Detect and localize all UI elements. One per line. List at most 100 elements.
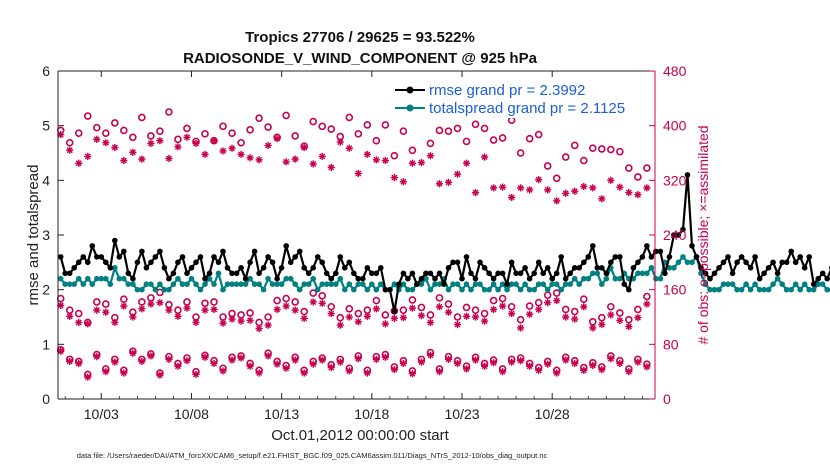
rmse-point [278, 265, 285, 271]
obs-assimilated-point [598, 366, 606, 374]
spread-point [752, 281, 758, 288]
rmse-point [337, 254, 344, 260]
spread-point [112, 265, 118, 271]
rmse-point [450, 259, 456, 266]
spread-point [328, 281, 335, 288]
obs-assimilated-point [201, 150, 209, 158]
x-tick-label: 10/08 [174, 406, 209, 422]
footnote: data file: /Users/raeder/DAI/ATM_forcXX/… [77, 451, 548, 460]
spread-point [175, 275, 181, 282]
obs-assimilated-point [535, 305, 543, 314]
spread-point [197, 286, 204, 293]
obs-assimilated-point [517, 184, 525, 192]
spread-point [121, 275, 127, 282]
obs-possible-point [507, 302, 516, 311]
obs-assimilated-point [165, 306, 173, 314]
obs-possible-point [300, 307, 308, 316]
spread-point [287, 275, 294, 282]
rmse-point [80, 254, 87, 260]
rmse-point [567, 270, 573, 277]
spread-point [644, 270, 650, 277]
obs-possible-point [390, 151, 399, 160]
rmse-point [562, 275, 569, 282]
rmse-point [179, 254, 186, 260]
rmse-point [770, 259, 776, 266]
obs-assimilated-point [553, 369, 561, 377]
spread-point [612, 275, 619, 282]
y2-tick-label: 80 [663, 336, 679, 352]
spread-point [770, 281, 776, 288]
obs-possible-point [453, 313, 462, 321]
legend-box [390, 78, 652, 118]
obs-possible-point [471, 120, 480, 129]
obs-assimilated-point [75, 318, 83, 327]
obs-assimilated-point [219, 367, 227, 375]
obs-possible-point [616, 309, 624, 317]
y2-tick-label: 240 [663, 227, 687, 243]
spread-point [535, 281, 542, 288]
spread-point [66, 281, 73, 288]
rmse-point [364, 265, 371, 271]
obs-assimilated-point [183, 133, 191, 141]
rmse-point [85, 259, 91, 266]
obs-assimilated-point [562, 313, 570, 321]
spread-point [215, 270, 222, 277]
rmse-point [481, 265, 488, 271]
spread-point [499, 281, 506, 288]
obs-assimilated-point [255, 369, 263, 377]
obs-assimilated-point [625, 368, 633, 376]
rmse-point [323, 270, 330, 277]
spread-point [490, 281, 497, 288]
rmse-point [396, 281, 402, 288]
spread-point [783, 286, 790, 293]
rmse-point [206, 270, 213, 277]
spread-point [238, 281, 244, 288]
obs-assimilated-point [435, 303, 444, 311]
spread-point [716, 286, 722, 293]
rmse-point [382, 286, 389, 293]
obs-possible-point [462, 303, 471, 312]
rmse-point [130, 275, 136, 282]
spread-point [310, 275, 317, 282]
spread-point [590, 270, 596, 277]
spread-point [278, 281, 285, 288]
obs-assimilated-point [255, 325, 263, 333]
obs-possible-point [372, 136, 381, 145]
obs-assimilated-point [210, 359, 218, 368]
obs-assimilated-point [634, 358, 642, 366]
obs-possible-point [318, 122, 327, 131]
obs-assimilated-point [93, 353, 101, 361]
obs-possible-point [246, 309, 254, 317]
obs-possible-point [138, 298, 146, 306]
obs-possible-point [183, 124, 191, 133]
obs-assimilated-point [363, 369, 371, 377]
spread-point [504, 286, 510, 293]
spread-point [256, 281, 262, 288]
spread-point [720, 281, 727, 288]
spread-point [423, 275, 429, 282]
obs-possible-point [426, 139, 435, 148]
obs-assimilated-point [237, 354, 245, 362]
obs-assimilated-point [462, 365, 471, 373]
obs-possible-point [228, 129, 236, 137]
obs-assimilated-point [381, 156, 389, 165]
obs-assimilated-point [309, 360, 317, 368]
obs-possible-point [372, 296, 381, 305]
spread-point [251, 281, 258, 288]
rmse-point [233, 270, 240, 277]
obs-assimilated-point [544, 360, 552, 368]
spread-point [139, 286, 145, 293]
rmse-point [405, 275, 411, 282]
x-tick-label: 10/13 [264, 406, 299, 422]
obs-possible-point [255, 114, 263, 122]
rmse-point [161, 265, 168, 271]
obs-assimilated-point [580, 303, 588, 311]
obs-assimilated-point [237, 150, 245, 158]
spread-point [355, 281, 362, 288]
spread-point [454, 281, 461, 288]
rmse-point [594, 265, 601, 271]
obs-assimilated-point [417, 312, 426, 320]
chart-subtitle: RADIOSONDE_V_WIND_COMPONENT @ 925 hPa [183, 50, 538, 67]
spread-point [603, 275, 610, 282]
obs-possible-point [129, 133, 137, 142]
